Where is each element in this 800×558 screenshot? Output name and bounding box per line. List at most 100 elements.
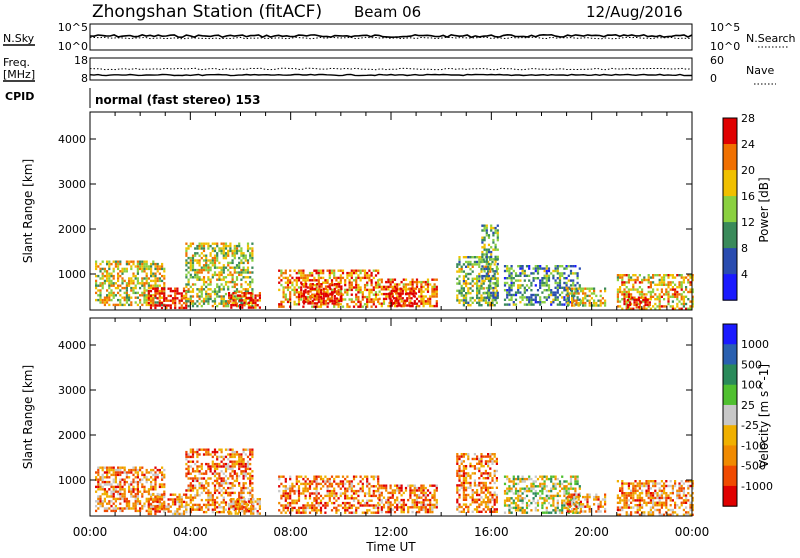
echo-cell [561,265,563,267]
echo-cell [130,268,132,270]
echo-cell [119,285,121,287]
echo-cell [207,509,209,511]
echo-cell [251,271,253,273]
echo-cell [349,282,351,284]
echo-cell [283,490,285,492]
echo-cell [667,303,669,305]
echo-cell [235,299,237,301]
echo-cell [143,261,145,263]
echo-cell [681,281,683,283]
colorbar-segment [723,274,737,301]
echo-cell [302,478,304,480]
echo-cell [205,286,207,288]
echo-cell [530,490,532,492]
echo-cell [487,463,489,465]
echo-cell [559,272,561,274]
beam-title: Beam 06 [354,3,421,21]
echo-cell [346,294,348,296]
echo-cell [249,477,251,479]
echo-cell [325,302,327,304]
echo-cell [469,261,471,263]
echo-cell [152,261,154,263]
echo-cell [541,507,543,509]
echo-cell [511,265,513,267]
echo-cell [221,279,223,281]
echo-cell [240,252,242,254]
echo-cell [249,255,251,257]
echo-cell [434,305,436,307]
echo-cell [192,451,194,453]
echo-cell [245,482,247,484]
echo-cell [334,283,336,285]
echo-cell [214,271,216,273]
echo-cell [334,302,336,304]
echo-cell [137,268,139,270]
echo-cell [401,511,403,513]
echo-cell [492,282,494,284]
echo-cell [170,288,172,290]
echo-cell [511,497,513,499]
echo-cell [207,492,209,494]
echo-cell [141,280,143,282]
echo-cell [465,266,467,268]
echo-cell [634,279,636,281]
echo-cell [467,304,469,306]
echo-cell [95,292,97,294]
echo-cell [579,267,581,269]
echo-cell [161,290,163,292]
echo-cell [555,287,557,289]
echo-cell [535,277,537,279]
echo-cell [487,496,489,498]
echo-cell [472,465,474,467]
echo-cell [174,513,176,515]
echo-cell [561,275,563,277]
echo-cell [250,512,252,514]
echo-cell [403,501,405,503]
echo-cell [485,460,487,462]
echo-cell [110,491,112,493]
echo-cell [106,280,108,282]
echo-cell [113,294,115,296]
echo-cell [463,511,465,513]
echo-cell [324,483,326,485]
echo-cell [154,288,156,290]
echo-cell [102,488,104,490]
echo-cell [342,270,344,272]
echo-cell [566,267,568,269]
echo-cell [312,283,314,285]
echo-cell [124,304,126,306]
echo-cell [225,303,227,305]
echo-cell [139,500,141,502]
echo-cell [99,299,101,301]
echo-cell [324,504,326,506]
echo-cell [132,287,134,289]
echo-cell [218,477,220,479]
echo-cell [670,305,672,307]
echo-cell [340,293,342,295]
echo-cell [210,267,212,269]
echo-cell [247,456,249,458]
echo-cell [480,460,482,462]
echo-cell [141,479,143,481]
echo-cell [458,261,460,263]
echo-cell [570,478,572,480]
echo-cell [490,253,492,255]
echo-cell [569,288,571,290]
echo-cell [495,261,497,263]
echo-cell [218,276,220,278]
echo-cell [214,480,216,482]
freq-tick-bottom: 8 [81,72,88,85]
echo-cell [223,509,225,511]
echo-cell [283,507,285,509]
echo-cell [137,476,139,478]
echo-cell [550,512,552,514]
echo-cell [659,284,661,286]
echo-cell [106,299,108,301]
echo-cell [227,288,229,290]
echo-cell [163,268,165,270]
echo-cell [544,282,546,284]
echo-cell [561,502,563,504]
echo-cell [117,280,119,282]
echo-cell [135,265,137,267]
